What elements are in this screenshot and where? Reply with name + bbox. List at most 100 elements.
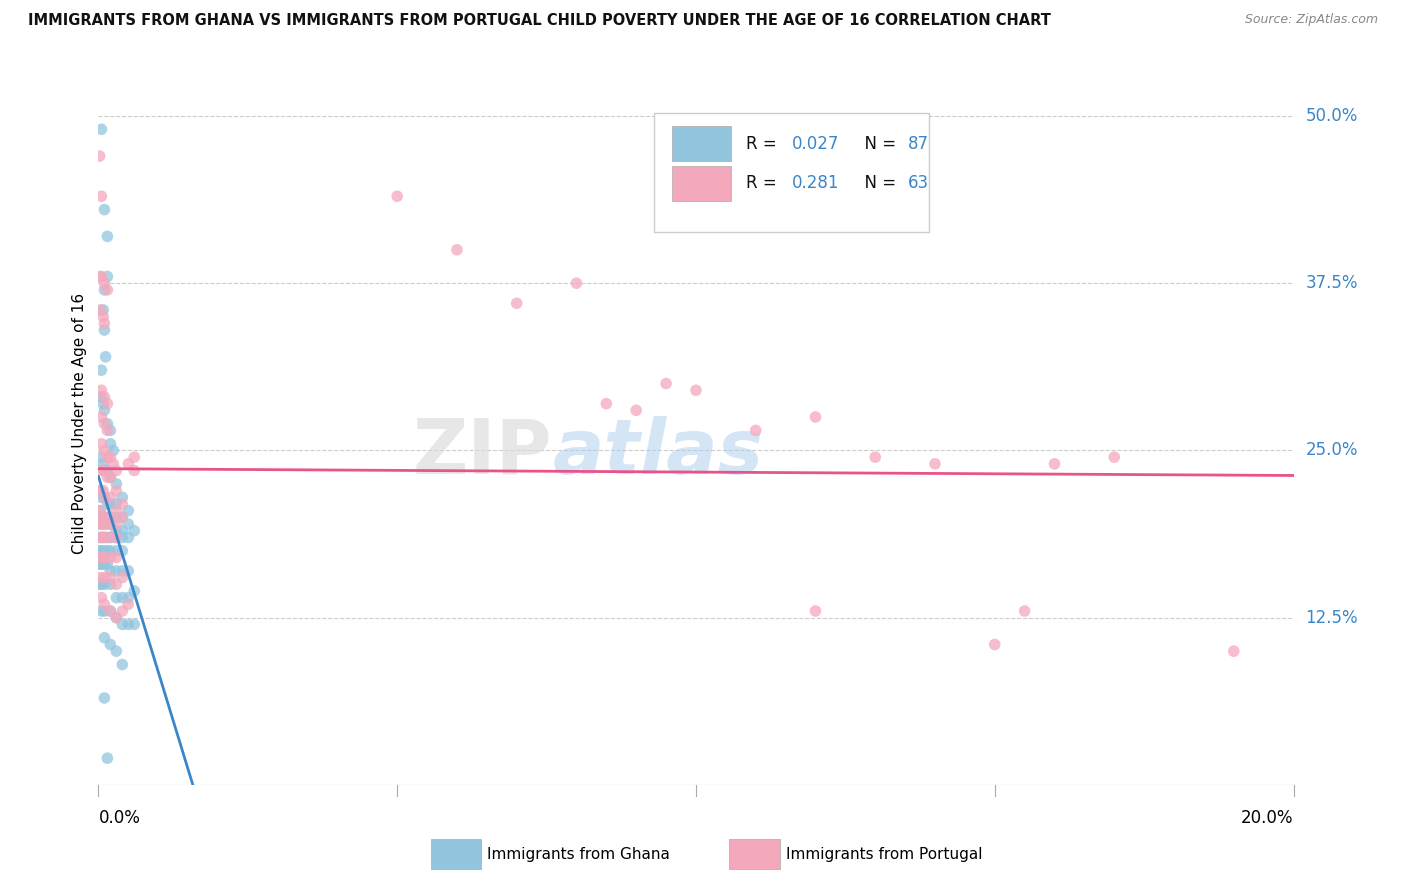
Point	[93, 604, 115, 618]
Point	[98, 564, 122, 578]
Point	[91, 550, 114, 565]
Point	[89, 516, 111, 531]
Point	[89, 483, 111, 498]
Point	[89, 149, 111, 163]
Point	[91, 516, 114, 531]
Text: atlas: atlas	[553, 416, 763, 490]
Point	[1014, 604, 1036, 618]
Point	[89, 503, 111, 517]
Point	[98, 516, 122, 531]
Point	[96, 516, 118, 531]
Point	[105, 503, 128, 517]
Point	[98, 510, 122, 524]
Point	[105, 611, 128, 625]
Point	[804, 604, 827, 618]
Point	[89, 269, 111, 284]
Point	[90, 269, 112, 284]
Point	[91, 310, 114, 324]
Text: 63: 63	[907, 175, 928, 193]
Point	[98, 424, 122, 438]
Point	[93, 390, 115, 404]
Point	[98, 470, 122, 484]
Point	[111, 530, 134, 544]
Point	[98, 544, 122, 558]
Point	[111, 617, 134, 632]
Point	[93, 202, 115, 217]
Point	[96, 283, 118, 297]
Point	[93, 490, 115, 504]
Point	[93, 510, 115, 524]
Point	[98, 497, 122, 511]
Point	[98, 604, 122, 618]
Point	[111, 544, 134, 558]
Point	[93, 557, 115, 572]
Y-axis label: Child Poverty Under the Age of 16: Child Poverty Under the Age of 16	[72, 293, 87, 554]
Point	[89, 530, 111, 544]
Point	[105, 510, 128, 524]
Point	[93, 323, 115, 337]
Point	[93, 403, 115, 417]
Point	[96, 269, 118, 284]
Point	[93, 277, 115, 291]
Text: 87: 87	[907, 135, 928, 153]
Point	[96, 229, 118, 244]
Point	[93, 283, 115, 297]
Text: IMMIGRANTS FROM GHANA VS IMMIGRANTS FROM PORTUGAL CHILD POVERTY UNDER THE AGE OF: IMMIGRANTS FROM GHANA VS IMMIGRANTS FROM…	[28, 13, 1052, 29]
Point	[98, 637, 122, 651]
Point	[111, 497, 134, 511]
Point	[90, 591, 112, 605]
Point	[117, 591, 139, 605]
Point	[111, 510, 134, 524]
Text: Immigrants from Portugal: Immigrants from Portugal	[786, 847, 983, 862]
Point	[105, 524, 128, 538]
Point	[96, 544, 118, 558]
Point	[89, 516, 111, 531]
Text: R =: R =	[747, 175, 787, 193]
Point	[96, 530, 118, 544]
FancyBboxPatch shape	[672, 166, 731, 202]
Point	[103, 443, 125, 458]
Point	[117, 516, 139, 531]
Point	[595, 396, 617, 410]
Point	[96, 464, 118, 478]
Point	[89, 303, 111, 318]
Text: Immigrants from Ghana: Immigrants from Ghana	[486, 847, 669, 862]
Point	[105, 544, 128, 558]
Point	[90, 577, 112, 591]
Point	[1043, 457, 1066, 471]
Point	[117, 564, 139, 578]
Point	[103, 457, 125, 471]
Point	[93, 631, 115, 645]
Point	[90, 450, 112, 464]
Point	[90, 122, 112, 136]
Point	[90, 390, 112, 404]
Point	[111, 657, 134, 672]
Point	[90, 363, 112, 377]
Text: 37.5%: 37.5%	[1306, 274, 1358, 293]
Point	[90, 410, 112, 425]
Point	[93, 690, 115, 705]
Point	[98, 604, 122, 618]
Text: R =: R =	[747, 135, 782, 153]
Text: 12.5%: 12.5%	[1306, 608, 1358, 627]
Point	[96, 510, 118, 524]
Point	[105, 550, 128, 565]
Point	[1104, 450, 1126, 464]
Point	[96, 424, 118, 438]
Point	[96, 396, 118, 410]
Point	[98, 450, 122, 464]
Text: 0.0%: 0.0%	[98, 809, 141, 827]
Point	[105, 483, 128, 498]
Point	[90, 604, 112, 618]
Point	[117, 530, 139, 544]
Point	[96, 450, 118, 464]
Point	[89, 571, 111, 585]
Point	[93, 571, 115, 585]
FancyBboxPatch shape	[430, 839, 481, 870]
Point	[124, 450, 146, 464]
Point	[93, 464, 115, 478]
Point	[89, 530, 111, 544]
Point	[105, 476, 128, 491]
Point	[89, 483, 111, 498]
Text: Source: ZipAtlas.com: Source: ZipAtlas.com	[1244, 13, 1378, 27]
